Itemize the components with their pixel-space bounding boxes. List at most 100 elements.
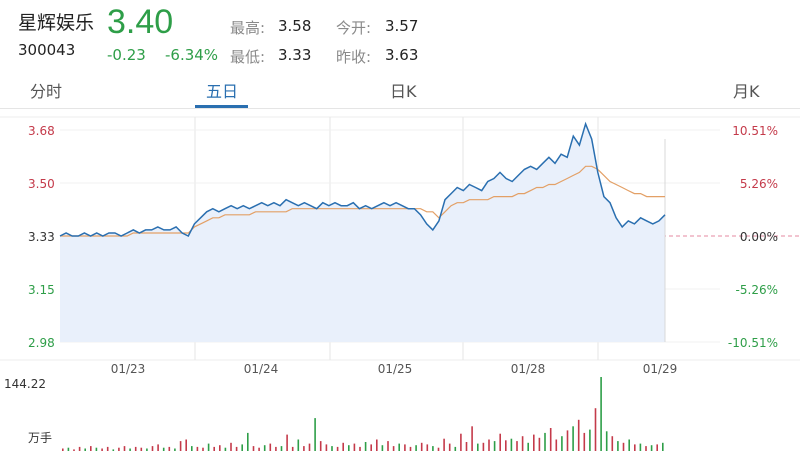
volume-bar bbox=[230, 442, 232, 451]
volume-bar bbox=[179, 441, 182, 451]
volume-bar bbox=[219, 445, 221, 451]
volume-bar bbox=[628, 439, 630, 451]
volume-bar bbox=[409, 446, 412, 451]
volume-bar bbox=[146, 448, 148, 451]
volume-bar bbox=[404, 444, 406, 451]
volume-bar bbox=[123, 446, 126, 451]
volume-bar bbox=[202, 447, 204, 451]
open-value: 3.57 bbox=[385, 17, 419, 35]
volume-bar bbox=[118, 447, 120, 451]
volume-bar bbox=[336, 446, 339, 451]
volume-bar bbox=[482, 442, 485, 451]
low-label: 最低: bbox=[230, 48, 266, 66]
volume-bar bbox=[448, 443, 451, 451]
tab-monthly-k[interactable]: 月K bbox=[733, 82, 760, 101]
price-change-percent: -6.34% bbox=[165, 46, 219, 64]
volume-bar bbox=[275, 446, 277, 451]
date-axis-labels: 01/23 01/24 01/25 01/28 01/29 bbox=[111, 362, 678, 376]
volume-bar bbox=[157, 444, 159, 451]
volume-bar bbox=[364, 442, 367, 451]
volume-bar bbox=[235, 446, 238, 451]
volume-bar bbox=[662, 442, 664, 451]
volume-bar bbox=[101, 448, 103, 451]
volume-bar bbox=[162, 447, 165, 451]
volume-bar bbox=[432, 446, 434, 451]
date-tick-label: 01/23 bbox=[111, 362, 146, 376]
volume-bar bbox=[376, 439, 378, 451]
volume-bar bbox=[477, 443, 479, 451]
volume-bar bbox=[286, 434, 288, 451]
volume-bar bbox=[505, 440, 507, 451]
price-axis-labels: 3.68 3.50 3.33 3.15 2.98 10.51% 5.26% 0.00% -5.2… bbox=[28, 124, 778, 350]
volume-bar bbox=[420, 442, 423, 451]
volume-bar bbox=[577, 419, 580, 451]
volume-max-label: 144.22 bbox=[4, 377, 46, 391]
volume-bar bbox=[84, 448, 86, 451]
volume-bar bbox=[196, 446, 199, 451]
volume-bar bbox=[622, 442, 625, 451]
volume-bar bbox=[207, 443, 210, 451]
volume-bar bbox=[319, 441, 322, 451]
percent-tick-label: 5.26% bbox=[740, 177, 778, 191]
volume-bar bbox=[263, 445, 266, 451]
volume-bar bbox=[314, 418, 316, 451]
volume-bar bbox=[168, 446, 171, 451]
volume-bar bbox=[510, 438, 513, 451]
volume-bar bbox=[600, 377, 602, 451]
chart-tab-bar: 分时 五日 日K 月K bbox=[0, 70, 800, 109]
volume-bar bbox=[454, 446, 457, 451]
open-label: 今开: bbox=[336, 19, 372, 37]
volume-bars bbox=[62, 377, 664, 451]
volume-bar bbox=[191, 446, 193, 451]
volume-bar bbox=[140, 447, 143, 451]
price-tick-label: 2.98 bbox=[28, 336, 55, 350]
volume-bar bbox=[134, 446, 137, 451]
volume-bar bbox=[566, 430, 569, 451]
stock-name: 星辉娱乐 bbox=[18, 12, 95, 34]
price-line bbox=[59, 121, 666, 238]
volume-bar bbox=[258, 447, 260, 451]
volume-bar bbox=[493, 441, 496, 451]
volume-bar bbox=[151, 446, 154, 451]
volume-unit-label: 万手 bbox=[28, 431, 52, 445]
volume-bar bbox=[62, 448, 64, 451]
average-price-line bbox=[60, 165, 665, 237]
volume-bar bbox=[185, 439, 187, 451]
high-value: 3.58 bbox=[278, 17, 312, 35]
price-tick-label: 3.15 bbox=[28, 283, 55, 297]
volume-bar bbox=[325, 444, 328, 451]
tab-intraday[interactable]: 分时 bbox=[30, 82, 63, 101]
high-label: 最高: bbox=[230, 19, 266, 37]
volume-bar bbox=[611, 436, 614, 451]
volume-bar bbox=[415, 445, 417, 451]
volume-bar bbox=[303, 446, 305, 451]
date-tick-label: 01/28 bbox=[511, 362, 546, 376]
prev-close-value: 3.63 bbox=[385, 46, 419, 64]
prev-close-label: 昨收: bbox=[336, 48, 372, 66]
volume-bar bbox=[291, 446, 294, 451]
volume-bar bbox=[527, 442, 529, 451]
volume-bar bbox=[605, 431, 608, 451]
volume-bar bbox=[106, 446, 109, 451]
tab-daily-k[interactable]: 日K bbox=[390, 82, 417, 101]
tab-five-day[interactable]: 五日 bbox=[206, 82, 239, 101]
volume-bar bbox=[90, 446, 92, 451]
volume-bar bbox=[594, 408, 597, 451]
volume-bar bbox=[561, 436, 563, 451]
volume-bar bbox=[129, 448, 131, 451]
volume-bar bbox=[213, 446, 215, 451]
volume-bar bbox=[78, 446, 81, 451]
volume-bar bbox=[95, 447, 98, 451]
volume-bar bbox=[583, 432, 586, 451]
volume-bar bbox=[521, 436, 524, 451]
volume-bar bbox=[269, 443, 272, 451]
percent-tick-label: 0.00% bbox=[740, 230, 778, 244]
volume-bar bbox=[572, 426, 574, 451]
price-area bbox=[59, 121, 666, 343]
volume-bar bbox=[639, 443, 642, 451]
volume-bar bbox=[174, 448, 176, 451]
volume-bar bbox=[538, 437, 541, 451]
volume-bar bbox=[342, 442, 344, 451]
volume-bar bbox=[252, 446, 255, 451]
volume-bar bbox=[247, 432, 249, 451]
